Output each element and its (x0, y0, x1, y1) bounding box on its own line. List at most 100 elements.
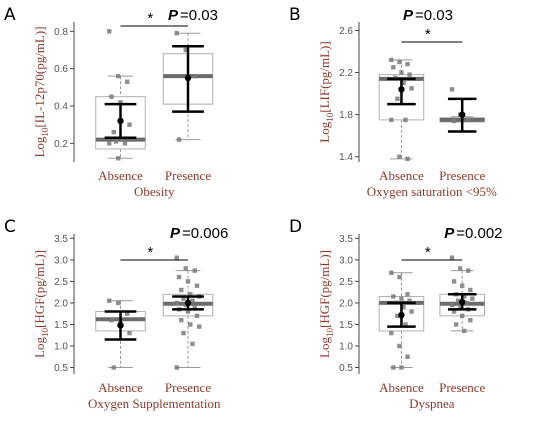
p-value: P =0.03 (403, 7, 453, 24)
y-tick-label: 0.5 (339, 363, 353, 374)
data-point (391, 65, 396, 70)
panel-letter: C (4, 217, 16, 237)
y-tick-label: 3.5 (339, 234, 353, 245)
y-tick-label: 3.5 (54, 234, 68, 245)
data-point (118, 100, 123, 105)
data-point (183, 266, 188, 271)
data-point (194, 313, 200, 319)
data-point (455, 298, 461, 303)
y-tick-label: 1.5 (339, 320, 353, 331)
data-point (449, 302, 455, 308)
data-point (183, 47, 188, 53)
data-point (451, 279, 457, 284)
data-point (116, 300, 121, 306)
x-axis-label: Oxygen Supplementation (88, 396, 221, 411)
data-point (127, 330, 132, 336)
y-axis-label-rest: [HGF(pg/mL)] (317, 250, 332, 328)
data-point (407, 298, 412, 303)
data-point (466, 268, 471, 273)
data-point (192, 268, 197, 273)
data-point (181, 296, 186, 301)
p-value-symbol: P (444, 225, 455, 242)
y-tick-label: 1.8 (339, 110, 353, 121)
p-value-symbol: P (170, 225, 181, 242)
data-point (107, 298, 112, 303)
data-point (111, 129, 116, 135)
panel-letter: A (4, 5, 16, 25)
y-axis-label: Log10[HGF(pg/mL)] (32, 250, 50, 358)
data-point (181, 330, 186, 336)
p-value-symbol: P (168, 7, 179, 24)
data-point (185, 309, 191, 314)
y-tick-label: 1.5 (54, 320, 68, 331)
data-point (125, 311, 130, 316)
y-tick-label: 2.2 (339, 68, 353, 79)
data-point (174, 31, 179, 36)
data-point (405, 354, 410, 359)
y-tick-label: 2.0 (54, 298, 68, 309)
data-point (395, 96, 400, 102)
category-label: Presence (165, 380, 211, 395)
data-point (174, 255, 179, 260)
data-point (389, 270, 394, 275)
y-axis-label: Log10[LIF(pg/mL)] (317, 41, 335, 142)
significance-star: * (425, 244, 431, 261)
data-point (453, 322, 459, 327)
p-value-number: =0.002 (456, 225, 502, 242)
data-point (399, 365, 404, 370)
data-point (192, 305, 197, 310)
data-point (457, 266, 463, 271)
data-point (389, 117, 394, 123)
data-point (405, 292, 410, 297)
mean-point (184, 74, 192, 82)
data-point (190, 341, 195, 347)
p-value: P =0.002 (444, 225, 502, 242)
data-point (176, 274, 182, 280)
y-axis-label: Log10[HGF(pg/mL)] (317, 250, 335, 358)
category-label: Absence (98, 380, 143, 395)
y-tick-label: 1.4 (339, 152, 353, 163)
mean-point (398, 311, 405, 319)
p-value: P =0.03 (168, 7, 218, 24)
y-axis-label-rest: [IL-12p70(pg/mL)] (32, 26, 47, 127)
data-point (194, 283, 200, 288)
significance-star: * (147, 10, 153, 27)
y-tick-label: 1.0 (339, 342, 353, 353)
data-point (179, 287, 184, 293)
data-point (407, 72, 412, 77)
y-tick-label: 2.0 (339, 298, 353, 309)
panel-a: A 0.2 0.4 0.6 0.8 Log10[IL-12p70(pg/mL)] Absen… (0, 0, 265, 214)
data-point (409, 86, 414, 91)
y-tick-label: 2.5 (54, 277, 68, 288)
data-point (109, 317, 114, 323)
mean-point (459, 298, 466, 306)
data-point (174, 300, 179, 306)
panel-letter: D (289, 217, 302, 237)
data-point (468, 287, 473, 293)
data-point (113, 139, 119, 144)
data-point (197, 324, 202, 329)
category-label: Absence (379, 380, 424, 395)
mean-point (117, 322, 124, 329)
mean-point (459, 111, 466, 118)
data-point (389, 330, 394, 336)
y-tick-label: 1.0 (54, 342, 68, 353)
data-point (174, 365, 179, 370)
y-axis-label-main: Log (317, 121, 332, 142)
p-value-number: =0.03 (180, 7, 218, 24)
category-label: Presence (165, 168, 211, 183)
data-point (389, 57, 394, 63)
category-label: Absence (98, 168, 143, 183)
p-value-number: =0.006 (182, 225, 228, 242)
data-point (127, 122, 132, 127)
significance-star: * (425, 26, 431, 43)
y-axis-label-subscript: 10 (325, 328, 335, 338)
mean-point (398, 86, 405, 93)
p-value-symbol: P (403, 7, 414, 24)
data-point (460, 283, 465, 288)
x-axis-label: Oxygen saturation <95% (367, 184, 497, 199)
data-point (399, 70, 404, 75)
mean-point (184, 299, 192, 307)
data-point (457, 305, 463, 310)
